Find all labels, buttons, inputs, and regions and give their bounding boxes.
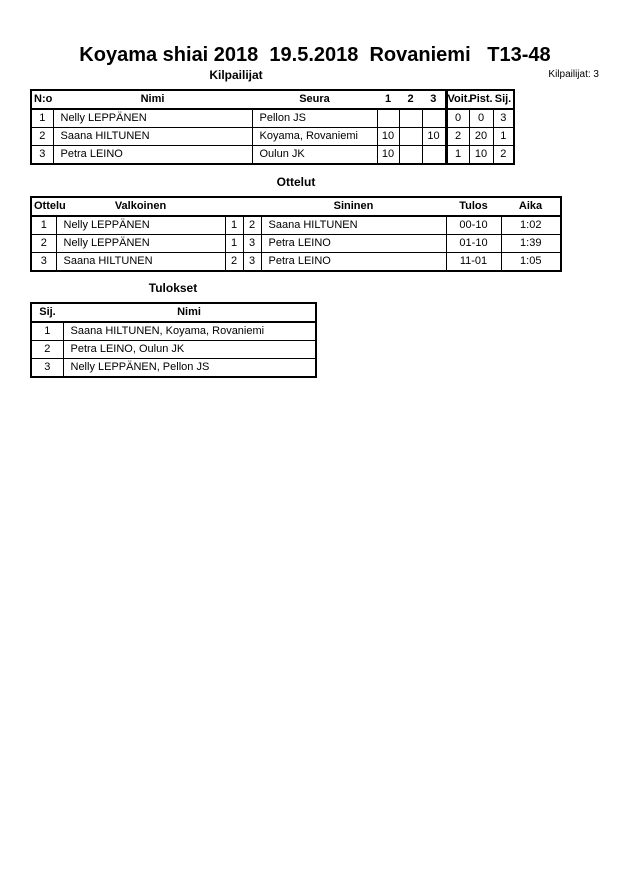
header-voit: Voit. [444, 90, 471, 110]
cell-match-no: 2 [30, 234, 57, 253]
table-row: 2 Nelly LEPPÄNEN 1 3 Petra LEINO 01-10 1… [30, 234, 562, 253]
cell-white-name: Nelly LEPPÄNEN [55, 234, 226, 253]
table-row: 2 Saana HILTUNEN Koyama, Rovaniemi 10 10… [30, 127, 515, 146]
header-pist: Pist. [469, 90, 493, 110]
cell-score3: 10 [421, 127, 447, 146]
cell-score1: 10 [376, 127, 400, 146]
cell-sij: 2 [492, 145, 515, 165]
cell-voit: 2 [444, 127, 470, 146]
cell-result: 01-10 [445, 234, 502, 253]
ottelut-table: Ottelu Valkoinen Sininen Tulos Aika 1 Ne… [30, 196, 562, 272]
cell-score3 [421, 145, 447, 165]
cell-rank: 2 [30, 340, 64, 359]
header-seura: Seura [252, 90, 377, 110]
cell-nimi: Petra LEINO [52, 145, 253, 165]
ottelut-section-title: Ottelut [276, 175, 316, 189]
header-sij: Sij. [31, 303, 63, 323]
table-row: 1 Nelly LEPPÄNEN 1 2 Saana HILTUNEN 00-1… [30, 215, 562, 235]
header-blue-no [243, 197, 261, 217]
cell-voit: 1 [444, 145, 470, 165]
cell-sij: 1 [492, 127, 515, 146]
cell-blue-name: Saana HILTUNEN [260, 215, 447, 235]
competitor-count-label: Kilpailijat: 3 [548, 69, 599, 80]
cell-pist: 10 [468, 145, 494, 165]
cell-white-no: 1 [224, 234, 244, 253]
table-row: 1 Saana HILTUNEN, Koyama, Rovaniemi [30, 321, 317, 341]
header-valkoinen: Valkoinen [56, 197, 225, 217]
kilpailijat-table: N:o Nimi Seura 1 2 3 Voit. Pist. Sij. 1 … [30, 89, 515, 165]
header-sininen: Sininen [261, 197, 446, 217]
tulokset-section-title: Tulokset [148, 281, 198, 295]
header-score3: 3 [422, 90, 446, 110]
cell-name-club: Petra LEINO, Oulun JK [62, 340, 317, 359]
cell-seura: Koyama, Rovaniemi [251, 127, 378, 146]
cell-time: 1:05 [500, 252, 562, 272]
table-row: 2 Petra LEINO, Oulun JK [30, 340, 317, 359]
header-nimi: Nimi [63, 303, 316, 323]
cell-rank: 3 [30, 358, 64, 378]
cell-time: 1:02 [500, 215, 562, 235]
table-row: 3 Nelly LEPPÄNEN, Pellon JS [30, 358, 317, 378]
cell-result: 11-01 [445, 252, 502, 272]
header-sij: Sij. [493, 90, 514, 110]
header-aika: Aika [501, 197, 561, 217]
header-white-no [225, 197, 243, 217]
page-title: Koyama shiai 2018 19.5.2018 Rovaniemi T1… [79, 44, 551, 66]
table-header-row: Sij. Nimi [31, 303, 316, 323]
cell-rank: 1 [30, 321, 64, 341]
cell-match-no: 1 [30, 215, 57, 235]
cell-name-club: Saana HILTUNEN, Koyama, Rovaniemi [62, 321, 317, 341]
header-nimi: Nimi [53, 90, 252, 110]
header-score2: 2 [399, 90, 422, 110]
cell-blue-name: Petra LEINO [260, 234, 447, 253]
header-no: N:o [31, 90, 53, 110]
cell-pist: 20 [468, 127, 494, 146]
kilpailijat-section-title: Kilpailijat [209, 68, 263, 82]
cell-score2 [398, 108, 423, 128]
cell-white-no: 1 [224, 215, 244, 235]
cell-pist: 0 [468, 108, 494, 128]
cell-nimi: Nelly LEPPÄNEN [52, 108, 253, 128]
cell-voit: 0 [444, 108, 470, 128]
cell-score2 [398, 145, 423, 165]
table-row: 1 Nelly LEPPÄNEN Pellon JS 0 0 3 [30, 108, 515, 128]
table-header-row: Ottelu Valkoinen Sininen Tulos Aika [31, 197, 561, 217]
cell-seura: Pellon JS [251, 108, 378, 128]
cell-match-no: 3 [30, 252, 57, 272]
cell-time: 1:39 [500, 234, 562, 253]
cell-blue-no: 2 [242, 215, 262, 235]
header-tulos: Tulos [446, 197, 501, 217]
table-row: 3 Saana HILTUNEN 2 3 Petra LEINO 11-01 1… [30, 252, 562, 272]
cell-score3 [421, 108, 447, 128]
cell-blue-name: Petra LEINO [260, 252, 447, 272]
cell-no: 2 [30, 127, 54, 146]
tulokset-table: Sij. Nimi 1 Saana HILTUNEN, Koyama, Rova… [30, 302, 317, 378]
cell-seura: Oulun JK [251, 145, 378, 165]
cell-white-no: 2 [224, 252, 244, 272]
cell-no: 3 [30, 145, 54, 165]
cell-result: 00-10 [445, 215, 502, 235]
cell-name-club: Nelly LEPPÄNEN, Pellon JS [62, 358, 317, 378]
cell-blue-no: 3 [242, 252, 262, 272]
cell-white-name: Saana HILTUNEN [55, 252, 226, 272]
cell-no: 1 [30, 108, 54, 128]
cell-white-name: Nelly LEPPÄNEN [55, 215, 226, 235]
table-row: 3 Petra LEINO Oulun JK 10 1 10 2 [30, 145, 515, 165]
table-header-row: N:o Nimi Seura 1 2 3 Voit. Pist. Sij. [31, 90, 514, 110]
cell-score1 [376, 108, 400, 128]
header-score1: 1 [377, 90, 399, 110]
cell-score2 [398, 127, 423, 146]
cell-score1: 10 [376, 145, 400, 165]
header-ottelu: Ottelu [31, 197, 66, 217]
cell-sij: 3 [492, 108, 515, 128]
cell-blue-no: 3 [242, 234, 262, 253]
cell-nimi: Saana HILTUNEN [52, 127, 253, 146]
